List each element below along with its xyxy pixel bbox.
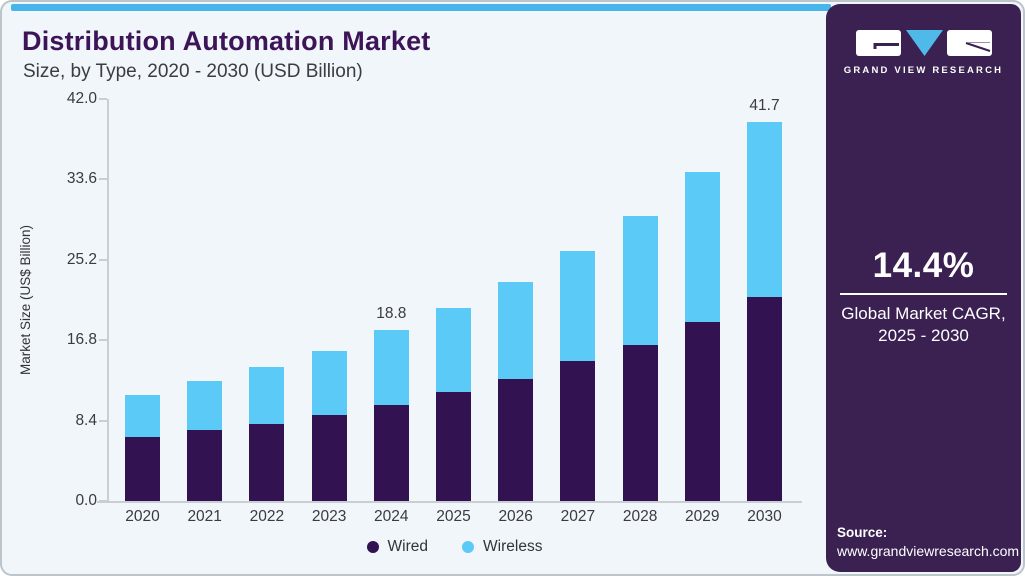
x-tick-label-2030: 2030 <box>747 508 782 525</box>
cagr-caption-line2: 2025 - 2030 <box>878 325 969 345</box>
x-tick-label-2027: 2027 <box>560 508 596 525</box>
source-label: Source: <box>837 525 888 540</box>
bar-wireless-2025 <box>436 308 471 392</box>
y-axis-title: Market Size (US$ Billion) <box>18 224 33 376</box>
y-tick-label: 25.2 <box>66 250 97 268</box>
y-tick-label: 16.8 <box>66 331 97 349</box>
legend-label-wireless: Wireless <box>483 538 543 555</box>
chart-subtitle: Size, by Type, 2020 - 2030 (USD Billion) <box>23 61 363 82</box>
bar-wired-2020 <box>125 437 160 501</box>
bar-wired-2023 <box>311 414 347 501</box>
top-accent-bar <box>11 4 831 11</box>
cagr-value: 14.4% <box>872 246 975 285</box>
x-tick-label-2028: 2028 <box>622 508 658 525</box>
y-tick <box>99 419 107 422</box>
page-title: Distribution Automation Market <box>22 26 431 56</box>
bar-total-label-2030: 41.7 <box>749 96 780 114</box>
bar-wired-2029 <box>684 321 720 501</box>
legend-item-wired: Wired <box>366 538 429 556</box>
bar-wireless-2026 <box>498 281 534 380</box>
bar-wired-2030 <box>747 297 782 501</box>
bar-wireless-2020 <box>125 394 160 438</box>
bar-wired-2022 <box>249 423 285 501</box>
bar-wireless-2027 <box>560 251 596 361</box>
y-axis-line <box>107 99 109 501</box>
y-tick <box>99 98 107 100</box>
y-tick <box>99 500 107 502</box>
y-tick <box>99 339 107 342</box>
cagr-block: 14.4% Global Market CAGR, 2025 - 2030 <box>826 246 1021 347</box>
x-tick-label-2023: 2023 <box>311 508 347 525</box>
x-tick-label-2026: 2026 <box>498 508 533 525</box>
y-tick <box>99 258 107 261</box>
x-axis-line <box>97 501 802 503</box>
legend-item-wireless: Wireless <box>462 538 542 556</box>
source-url[interactable]: www.grandviewresearch.com <box>837 543 1020 559</box>
source-block: Source: www.grandviewresearch.com <box>837 525 1019 559</box>
legend-label-wired: Wired <box>387 538 429 555</box>
bar-wireless-2021 <box>187 381 223 431</box>
legend-dot-wireless-icon <box>462 541 475 553</box>
bar-wireless-2023 <box>311 351 347 415</box>
gvr-logo: GRAND VIEW RESEARCH <box>826 30 1021 76</box>
bar-wireless-2030 <box>747 121 782 298</box>
bar-wireless-2028 <box>622 215 658 345</box>
y-tick <box>99 178 107 181</box>
x-tick-label-2029: 2029 <box>685 508 720 525</box>
bar-wired-2026 <box>498 379 534 501</box>
y-tick-label: 42.0 <box>66 90 97 107</box>
brand-sidebar: GRAND VIEW RESEARCH 14.4% Global Market … <box>826 4 1021 572</box>
bar-wireless-2029 <box>684 171 720 322</box>
legend: Wired Wireless <box>107 538 802 556</box>
gvr-logo-text: GRAND VIEW RESEARCH <box>843 65 1004 76</box>
gvr-logo-icon <box>855 30 992 56</box>
bar-total-label-2024: 18.8 <box>376 305 407 323</box>
y-tick-label: 0.0 <box>75 492 97 509</box>
bar-wireless-2022 <box>249 367 285 424</box>
legend-dot-wired-icon <box>366 541 379 553</box>
bar-wired-2028 <box>622 344 658 501</box>
x-tick-label-2020: 2020 <box>125 508 160 525</box>
x-tick-label-2024: 2024 <box>374 508 409 525</box>
bar-wired-2027 <box>560 361 596 501</box>
y-tick-label: 8.4 <box>75 411 97 429</box>
cagr-divider <box>840 293 1007 295</box>
cagr-caption-line1: Global Market CAGR, <box>841 304 1006 323</box>
y-tick-label: 33.6 <box>66 170 97 188</box>
x-tick-label-2021: 2021 <box>187 508 222 525</box>
bar-wired-2021 <box>187 430 223 501</box>
x-tick-label-2025: 2025 <box>436 508 471 525</box>
bar-wired-2024 <box>373 404 409 501</box>
bar-wireless-2024 <box>373 330 409 405</box>
x-tick-label-2022: 2022 <box>249 508 285 525</box>
bar-wired-2025 <box>436 391 471 501</box>
